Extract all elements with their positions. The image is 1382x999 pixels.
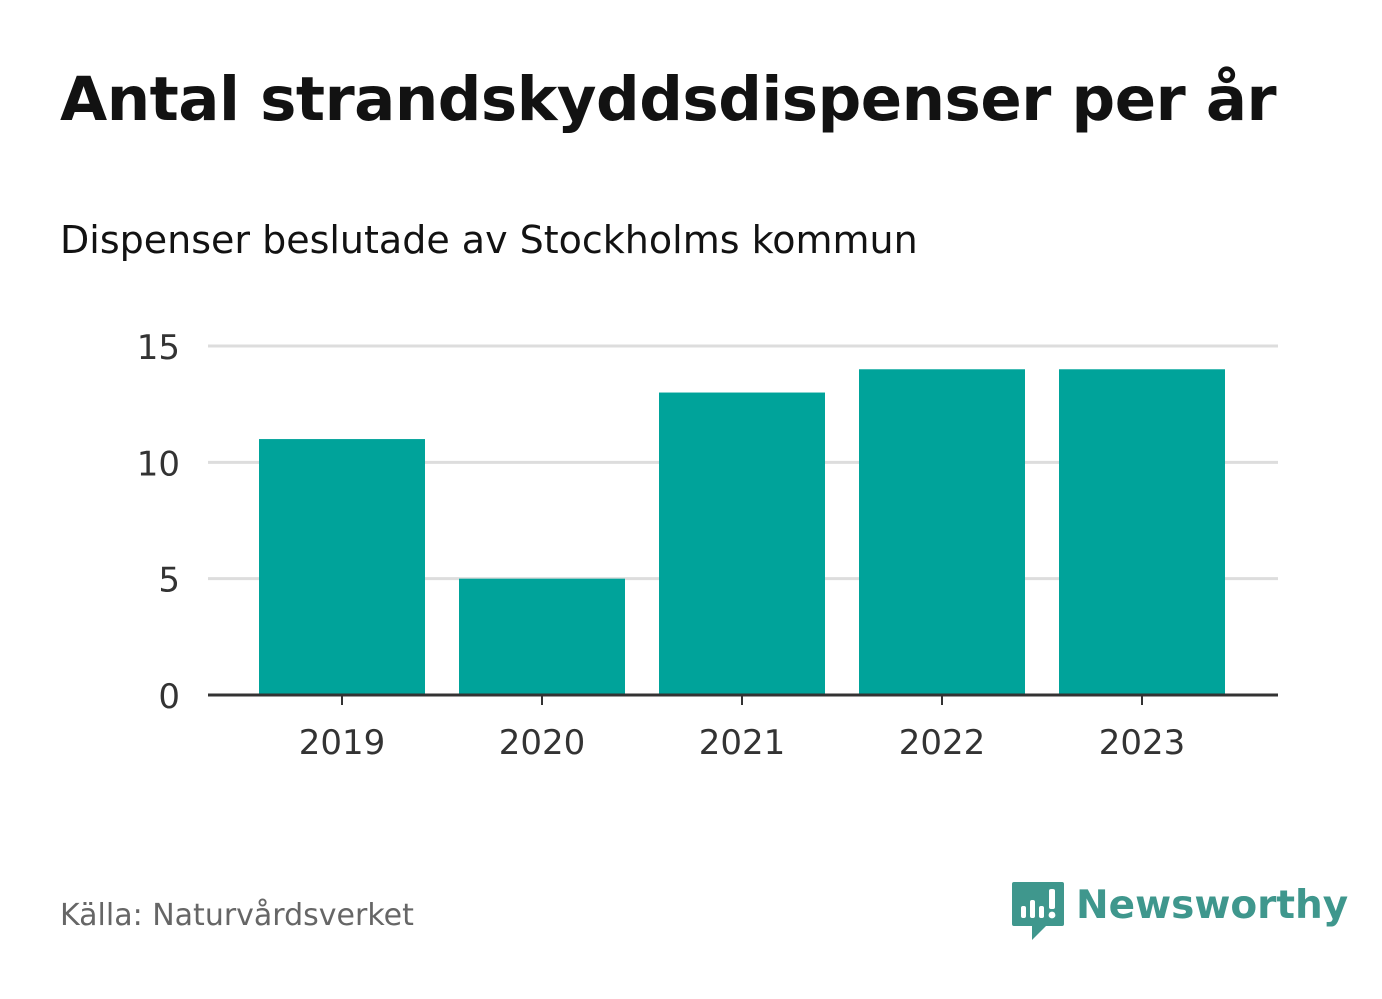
bar-2021 [659, 392, 825, 695]
newsworthy-logo-icon [1012, 882, 1064, 940]
brand-logo: Newsworthy [1010, 880, 1348, 942]
x-tick-label-2023: 2023 [1099, 723, 1186, 763]
y-tick-label: 0 [158, 677, 180, 717]
bars [259, 369, 1225, 695]
axes: 0 5 10 15 2019 2020 2021 2022 2023 [137, 328, 1278, 763]
brand-name: Newsworthy [1076, 882, 1349, 928]
bar-2023 [1059, 369, 1225, 695]
chart-title: Antal strandskyddsdispenser per år [60, 64, 1277, 135]
bar-2022 [859, 369, 1025, 695]
y-tick-label: 5 [158, 561, 180, 601]
y-tick-label: 10 [137, 444, 180, 484]
y-tick-label: 15 [137, 328, 180, 368]
chart-subtitle: Dispenser beslutade av Stockholms kommun [60, 218, 918, 262]
bar-2019 [259, 439, 425, 695]
x-tick-label-2021: 2021 [699, 723, 786, 763]
bar-2020 [459, 578, 625, 695]
x-tick-label-2020: 2020 [499, 723, 586, 763]
source-note: Källa: Naturvårdsverket [60, 898, 414, 933]
x-tick-label-2022: 2022 [899, 723, 986, 763]
x-tick-label-2019: 2019 [299, 723, 386, 763]
